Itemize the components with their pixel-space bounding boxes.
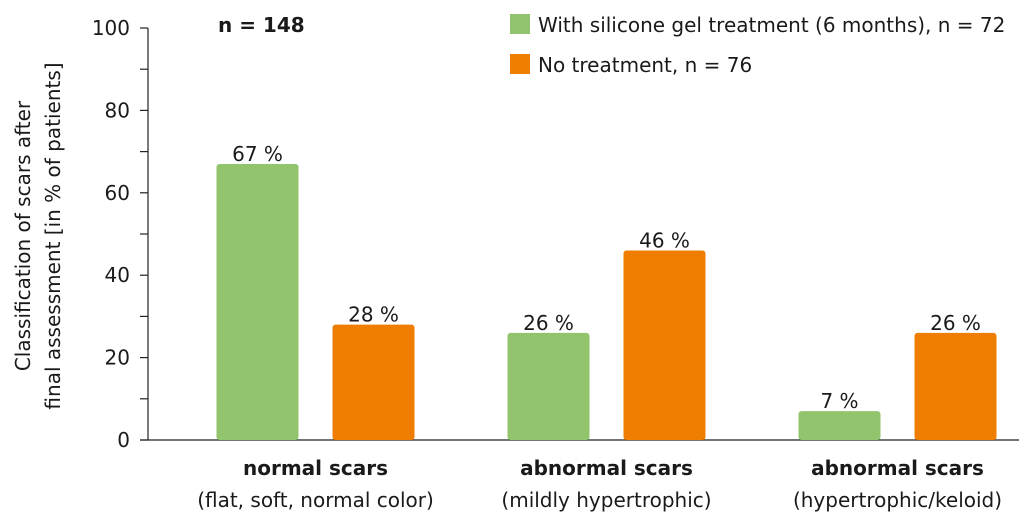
y-tick-label: 20 xyxy=(105,346,130,370)
value-label: 7 % xyxy=(820,389,858,413)
x-tick-sublabel: (hypertrophic/keloid) xyxy=(793,488,1002,512)
legend-label: With silicone gel treatment (6 months), … xyxy=(538,13,1005,37)
value-label: 46 % xyxy=(639,228,690,252)
legend-label: No treatment, n = 76 xyxy=(538,53,752,77)
annotation: n = 148 xyxy=(218,13,305,37)
value-label: 26 % xyxy=(930,311,981,335)
x-tick-sublabel: (flat, soft, normal color) xyxy=(197,488,434,512)
y-tick-label: 0 xyxy=(117,428,130,452)
x-tick-sublabel: (mildly hypertrophic) xyxy=(501,488,711,512)
value-label: 67 % xyxy=(232,142,283,166)
bar xyxy=(332,324,415,440)
bar xyxy=(507,332,590,440)
y-tick-label: 100 xyxy=(92,16,130,40)
legend-swatch xyxy=(510,54,530,74)
bar xyxy=(914,332,997,440)
x-tick-label: abnormal scars xyxy=(811,456,984,480)
value-label: 28 % xyxy=(348,303,399,327)
y-axis-label: Classification of scars after xyxy=(11,100,35,371)
x-tick-label: normal scars xyxy=(243,456,388,480)
y-tick-label: 40 xyxy=(105,263,130,287)
y-axis-label: final assessment [in % of patients] xyxy=(41,62,65,409)
bar xyxy=(623,250,706,440)
y-tick-label: 80 xyxy=(105,98,130,122)
legend-swatch xyxy=(510,14,530,34)
bar xyxy=(216,163,299,440)
y-tick-label: 60 xyxy=(105,181,130,205)
value-label: 26 % xyxy=(523,311,574,335)
bar xyxy=(798,411,881,440)
x-tick-label: abnormal scars xyxy=(520,456,693,480)
